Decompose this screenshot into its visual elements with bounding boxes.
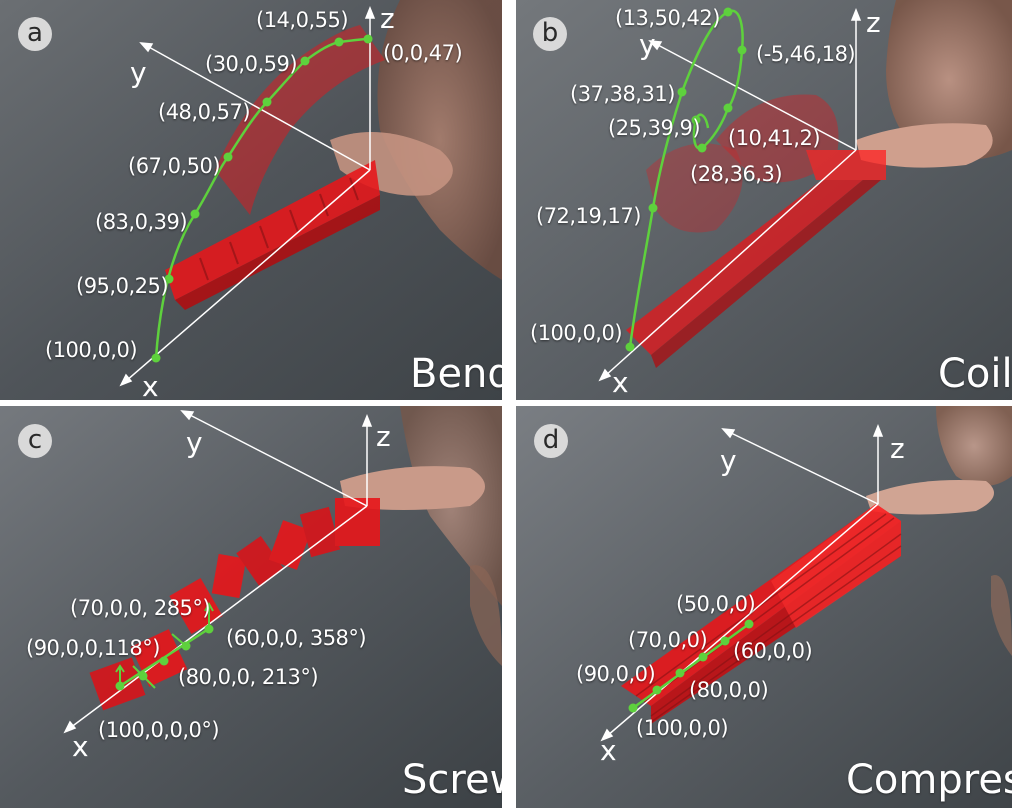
point-label: (-5,46,18) (756, 42, 856, 66)
point-label: (30,0,59) (205, 52, 298, 76)
point-label: (28,36,3) (690, 162, 783, 186)
point-label: (100,0,0) (45, 338, 138, 362)
axis-label-y: y (639, 28, 656, 61)
point-label: (90,0,0,118°) (26, 636, 160, 660)
robot-actuator (165, 25, 385, 310)
point-label: (25,39,9) (608, 116, 701, 140)
coordinate-axes (63, 410, 373, 734)
axis-label-x: x (142, 370, 159, 401)
hand (936, 406, 1012, 486)
point-label: (80,0,0, 213°) (178, 665, 319, 689)
panel-badge: a (18, 17, 52, 51)
panel-title: Bend (410, 351, 502, 397)
axis-label-y: y (130, 56, 147, 89)
panel-badge: d (534, 424, 568, 458)
trajectory-curve (632, 622, 750, 710)
axis-label-z: z (380, 2, 395, 35)
coordinate-axes (600, 423, 884, 742)
coordinate-axes (598, 7, 862, 382)
point-label: (100,0,0) (530, 321, 623, 345)
axis-label-z: z (890, 432, 905, 465)
point-label: (67,0,50) (128, 154, 221, 178)
point-label: (72,19,17) (536, 204, 641, 228)
panel-screw: c z y x (70,0,0, 285°) (60,0,0, 358°) (9… (0, 406, 502, 808)
point-label: (14,0,55) (256, 8, 349, 32)
point-label: (48,0,57) (158, 100, 251, 124)
panel-compress: d z y x (50,0,0) (70,0,0) (60,0,0) (90,0… (516, 406, 1012, 808)
panel-title: Screw (402, 757, 502, 803)
axis-label-x: x (72, 730, 89, 763)
axis-label-z: z (866, 6, 881, 39)
photo-bend (0, 0, 502, 400)
axis-label-x: x (612, 366, 629, 399)
trajectory-points (151, 34, 373, 363)
point-label: (70,0,0) (628, 628, 708, 652)
axis-label-y: y (720, 444, 737, 477)
hand (377, 0, 502, 280)
hand (886, 0, 1012, 160)
panel-title: Coil (938, 351, 1012, 397)
point-label: (83,0,39) (95, 210, 188, 234)
point-label: (10,41,2) (728, 126, 821, 150)
point-label: (100,0,0) (636, 716, 729, 740)
point-label: (80,0,0) (689, 678, 769, 702)
photo-compress (516, 406, 1012, 808)
point-label: (50,0,0) (676, 592, 756, 616)
photo-screw (0, 406, 502, 808)
panel-coil: b z y x (13,50,42) (-5,46,18) (37,38,31)… (516, 0, 1012, 400)
panel-badge: c (18, 424, 52, 458)
point-label: (70,0,0, 285°) (70, 596, 211, 620)
panel-badge: b (533, 17, 567, 51)
axis-label-z: z (376, 420, 391, 453)
point-label: (13,50,42) (615, 6, 720, 30)
point-label: (0,0,47) (383, 41, 463, 65)
point-label: (37,38,31) (570, 82, 675, 106)
coordinate-axes (119, 5, 376, 387)
panel-bend: a z y x (14,0,55) (0,0,47) (30,0,59) (48… (0, 0, 502, 400)
point-label: (60,0,0) (733, 639, 813, 663)
point-label: (90,0,0) (576, 662, 656, 686)
axis-label-x: x (600, 734, 617, 767)
point-label: (95,0,25) (76, 274, 169, 298)
trajectory-points (625, 7, 747, 352)
panel-title: Compress (846, 757, 1012, 803)
point-label: (60,0,0, 358°) (226, 626, 367, 650)
photo-coil (516, 0, 1012, 400)
trajectory-points (628, 619, 754, 713)
rotation-arrows (115, 601, 214, 689)
robot-actuator (626, 94, 886, 368)
axis-label-y: y (186, 426, 203, 459)
point-label: (100,0,0,0°) (98, 718, 220, 742)
